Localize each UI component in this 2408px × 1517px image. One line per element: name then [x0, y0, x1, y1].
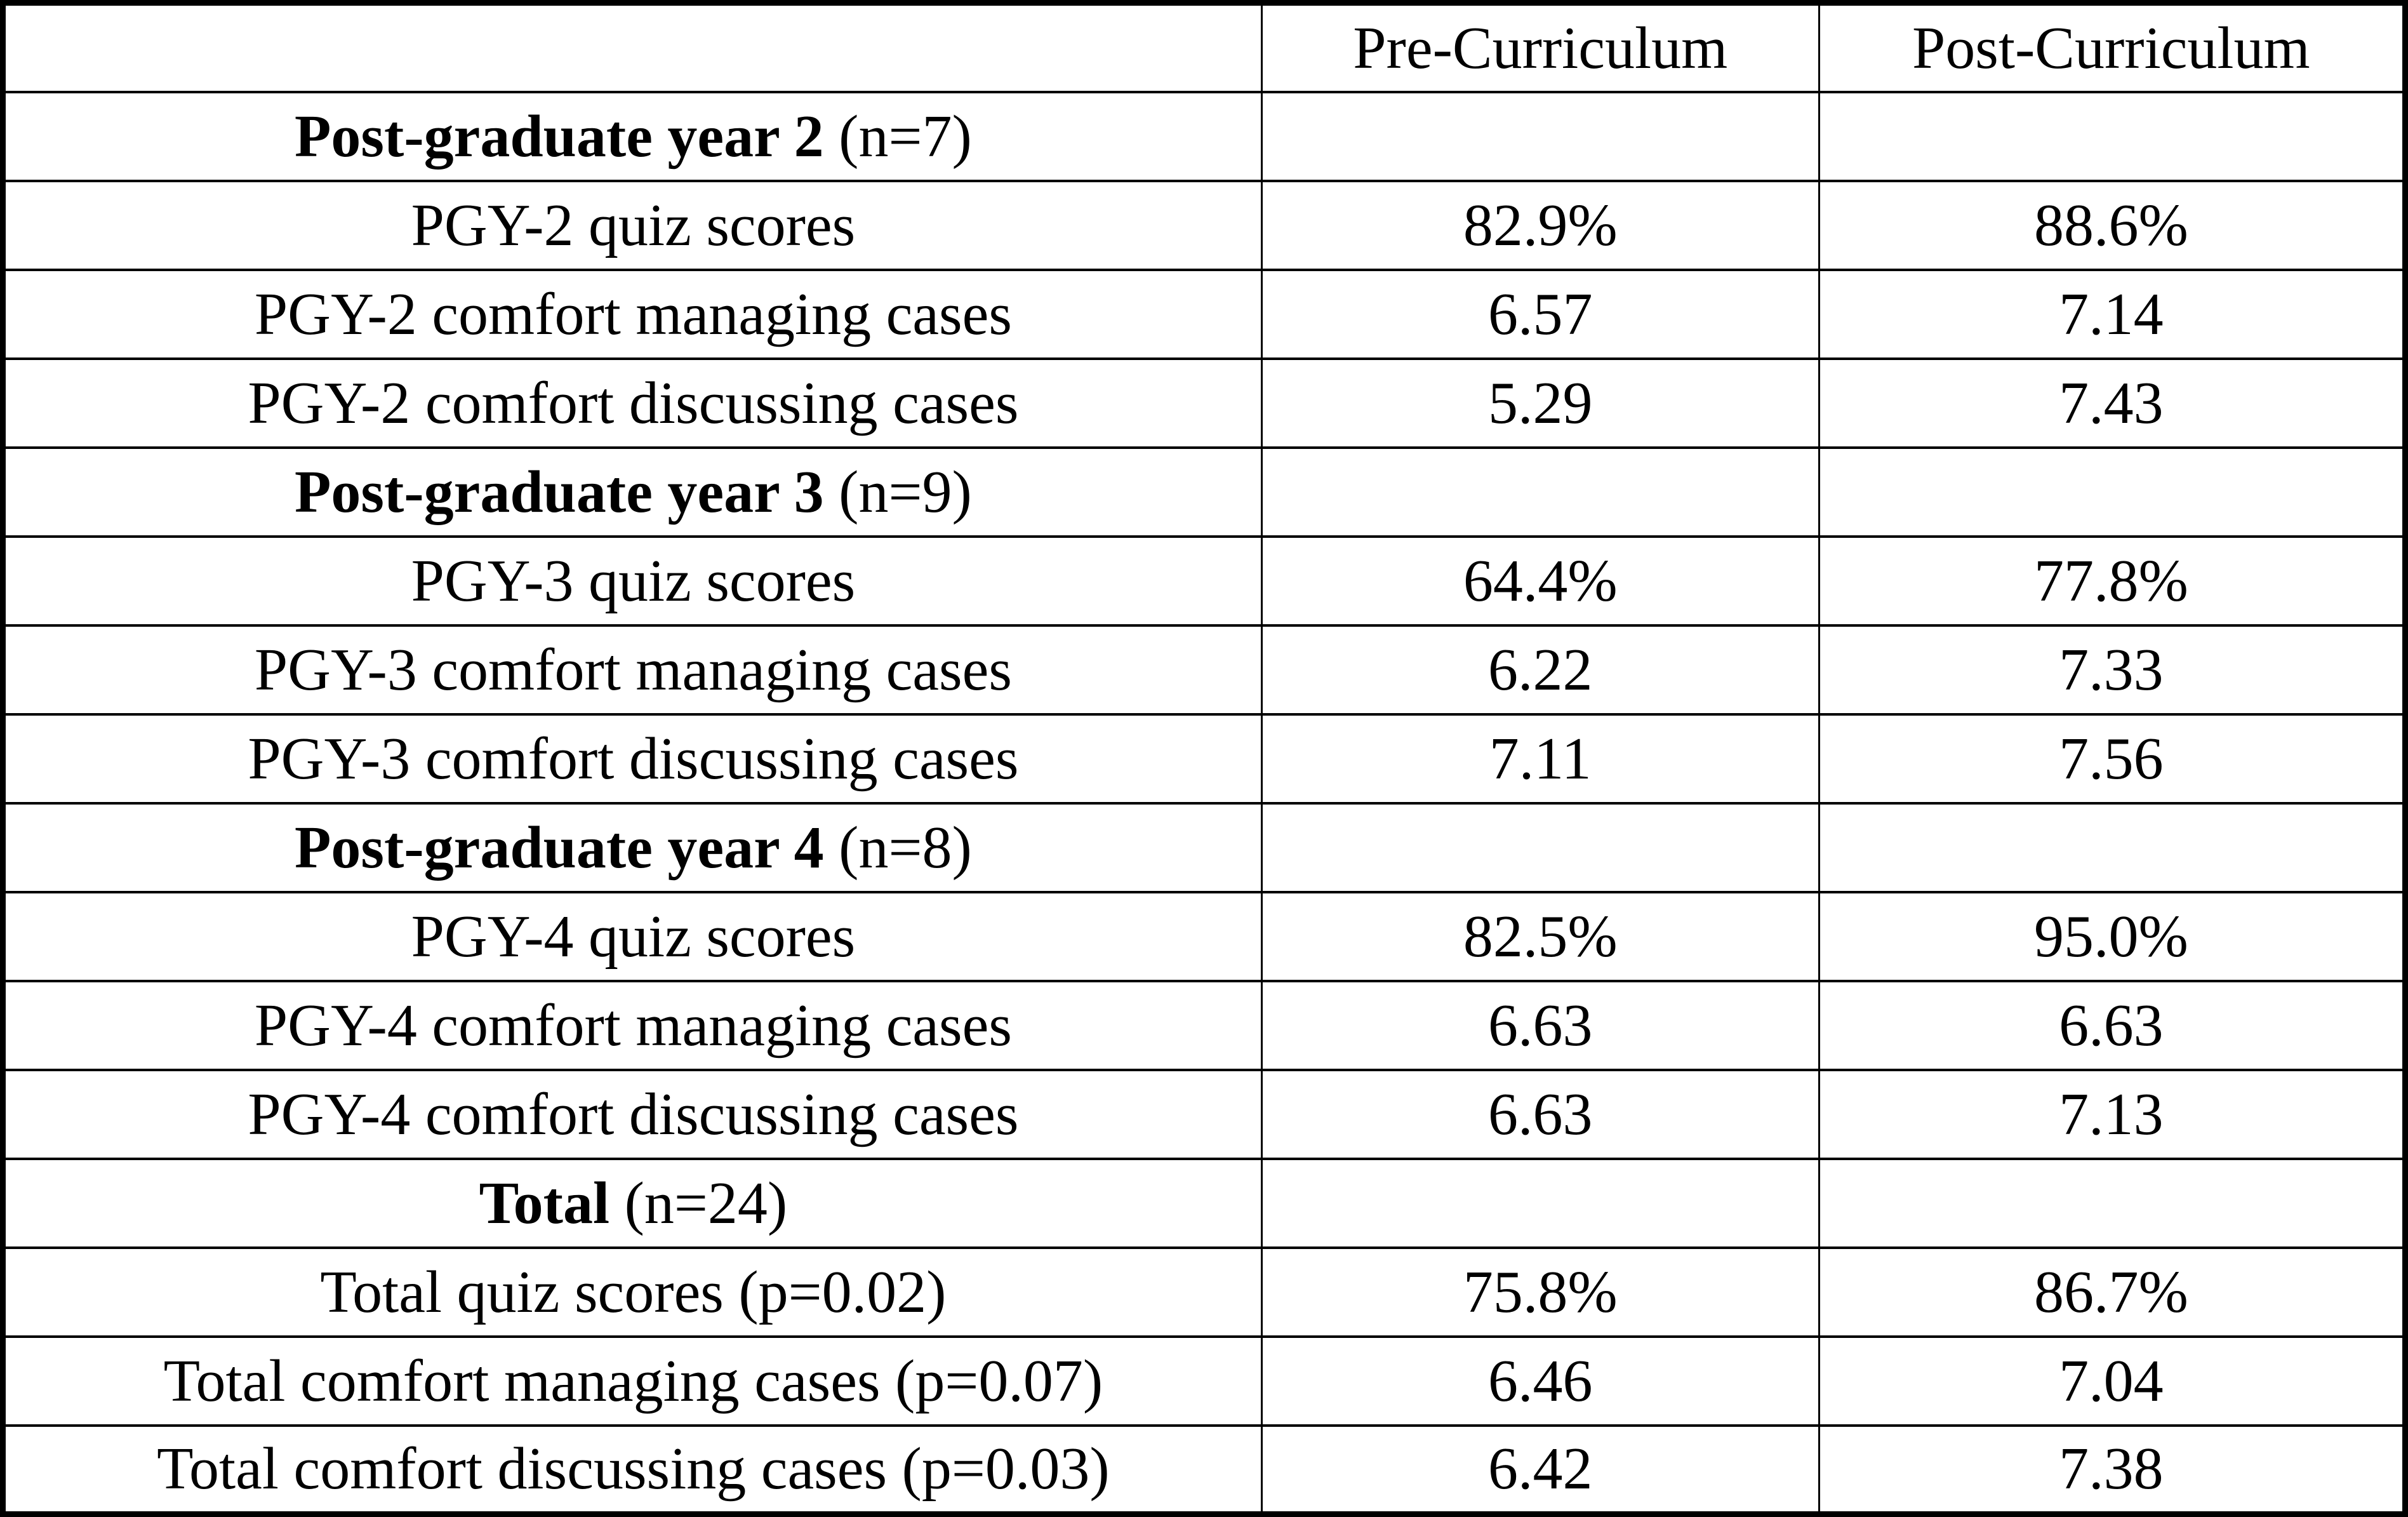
- section-row-pgy3: Post-graduate year 3 (n=9): [0, 446, 2408, 538]
- table-row: PGY-4 comfort managing cases 6.63 6.63: [0, 979, 2408, 1071]
- section-title: Post-graduate year 3: [295, 458, 824, 525]
- post-value: 7.56: [1818, 712, 2408, 805]
- table-row: Total comfort discussing cases (p=0.03) …: [0, 1424, 2408, 1517]
- section-n: (n=24): [609, 1170, 788, 1236]
- pre-value: 75.8%: [1260, 1246, 1820, 1338]
- pre-value: 6.46: [1260, 1335, 1820, 1427]
- empty-cell: [1260, 801, 1820, 893]
- section-label: Post-graduate year 3 (n=9): [0, 446, 1263, 538]
- row-label: PGY-4 comfort discussing cases: [0, 1068, 1263, 1160]
- section-label: Post-graduate year 4 (n=8): [0, 801, 1263, 893]
- pre-value: 82.5%: [1260, 890, 1820, 982]
- table-row: Total quiz scores (p=0.02) 75.8% 86.7%: [0, 1246, 2408, 1338]
- section-n: (n=8): [823, 814, 972, 881]
- row-label: PGY-4 quiz scores: [0, 890, 1263, 982]
- pre-value: 6.42: [1260, 1424, 1820, 1517]
- table-row: PGY-3 quiz scores 64.4% 77.8%: [0, 535, 2408, 627]
- pre-value: 6.63: [1260, 979, 1820, 1071]
- post-value: 86.7%: [1818, 1246, 2408, 1338]
- pre-value: 6.22: [1260, 624, 1820, 716]
- table-row: PGY-4 comfort discussing cases 6.63 7.13: [0, 1068, 2408, 1160]
- post-value: 6.63: [1818, 979, 2408, 1071]
- table-row: PGY-4 quiz scores 82.5% 95.0%: [0, 890, 2408, 982]
- pre-value: 7.11: [1260, 712, 1820, 805]
- section-title: Post-graduate year 2: [295, 103, 824, 170]
- pre-value: 5.29: [1260, 357, 1820, 449]
- pre-value: 6.57: [1260, 268, 1820, 360]
- post-value: 7.04: [1818, 1335, 2408, 1427]
- column-header-pre-curriculum: Pre-Curriculum: [1260, 0, 1820, 93]
- post-value: 7.33: [1818, 624, 2408, 716]
- table-row: PGY-2 comfort managing cases 6.57 7.14: [0, 268, 2408, 360]
- post-value: 77.8%: [1818, 535, 2408, 627]
- table-row: PGY-3 comfort discussing cases 7.11 7.56: [0, 712, 2408, 805]
- empty-cell: [1260, 446, 1820, 538]
- pre-value: 6.63: [1260, 1068, 1820, 1160]
- section-n: (n=7): [823, 103, 972, 170]
- section-label: Total (n=24): [0, 1157, 1263, 1249]
- section-row-pgy2: Post-graduate year 2 (n=7): [0, 90, 2408, 182]
- row-label: PGY-3 quiz scores: [0, 535, 1263, 627]
- empty-cell: [1818, 1157, 2408, 1249]
- pre-value: 64.4%: [1260, 535, 1820, 627]
- row-label: PGY-3 comfort managing cases: [0, 624, 1263, 716]
- row-label: Total comfort discussing cases (p=0.03): [0, 1424, 1263, 1517]
- row-label: PGY-2 comfort managing cases: [0, 268, 1263, 360]
- row-label: PGY-3 comfort discussing cases: [0, 712, 1263, 805]
- section-n: (n=9): [823, 458, 972, 525]
- section-row-total: Total (n=24): [0, 1157, 2408, 1249]
- post-value: 7.38: [1818, 1424, 2408, 1517]
- post-value: 7.14: [1818, 268, 2408, 360]
- section-title: Post-graduate year 4: [295, 814, 824, 881]
- section-row-pgy4: Post-graduate year 4 (n=8): [0, 801, 2408, 893]
- column-header-post-curriculum: Post-Curriculum: [1818, 0, 2408, 93]
- empty-cell: [1818, 446, 2408, 538]
- table-row: PGY-2 quiz scores 82.9% 88.6%: [0, 179, 2408, 271]
- row-label: PGY-2 quiz scores: [0, 179, 1263, 271]
- empty-cell: [1818, 90, 2408, 182]
- row-label: Total quiz scores (p=0.02): [0, 1246, 1263, 1338]
- post-value: 95.0%: [1818, 890, 2408, 982]
- table-row: PGY-2 comfort discussing cases 5.29 7.43: [0, 357, 2408, 449]
- post-value: 7.43: [1818, 357, 2408, 449]
- table-row: PGY-3 comfort managing cases 6.22 7.33: [0, 624, 2408, 716]
- section-title: Total: [479, 1170, 610, 1236]
- empty-cell: [1260, 1157, 1820, 1249]
- row-label: Total comfort managing cases (p=0.07): [0, 1335, 1263, 1427]
- row-label: PGY-4 comfort managing cases: [0, 979, 1263, 1071]
- post-value: 88.6%: [1818, 179, 2408, 271]
- section-label: Post-graduate year 2 (n=7): [0, 90, 1263, 182]
- pre-value: 82.9%: [1260, 179, 1820, 271]
- corner-cell: [0, 0, 1263, 93]
- post-value: 7.13: [1818, 1068, 2408, 1160]
- row-label: PGY-2 comfort discussing cases: [0, 357, 1263, 449]
- header-row: Pre-Curriculum Post-Curriculum: [0, 0, 2408, 93]
- empty-cell: [1260, 90, 1820, 182]
- table-row: Total comfort managing cases (p=0.07) 6.…: [0, 1335, 2408, 1427]
- empty-cell: [1818, 801, 2408, 893]
